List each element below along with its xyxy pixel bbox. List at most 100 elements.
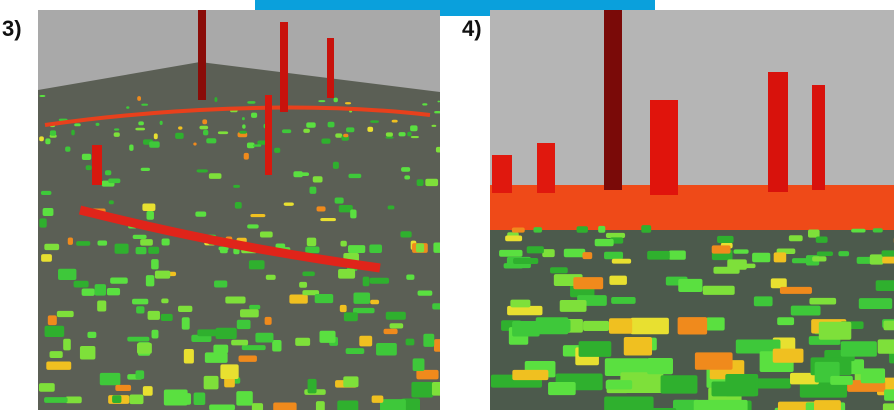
patch xyxy=(348,245,365,253)
patch xyxy=(112,395,121,403)
patch xyxy=(513,258,538,264)
patch xyxy=(160,121,163,125)
patch xyxy=(100,373,121,385)
patch xyxy=(407,132,411,137)
patch xyxy=(791,306,821,316)
patch xyxy=(225,296,245,303)
patch xyxy=(43,208,54,216)
patch xyxy=(308,379,317,394)
patch xyxy=(213,345,228,354)
panel-4-image xyxy=(490,10,894,412)
patch xyxy=(142,204,155,211)
patch xyxy=(536,317,569,334)
tower xyxy=(92,145,102,185)
figure: 3) 4) xyxy=(0,0,894,412)
patch xyxy=(96,123,100,126)
patch xyxy=(851,229,865,233)
patch xyxy=(315,294,334,303)
patch xyxy=(423,334,434,347)
panel-label: 4) xyxy=(462,16,482,41)
patch xyxy=(343,134,348,138)
patch xyxy=(434,111,441,113)
patch xyxy=(390,323,404,328)
patch xyxy=(564,249,585,258)
patch xyxy=(418,290,433,295)
patch xyxy=(694,400,748,412)
patch xyxy=(695,352,733,369)
patch xyxy=(611,297,635,304)
patch xyxy=(182,317,190,329)
patch xyxy=(512,227,525,232)
patch xyxy=(861,368,885,383)
patch xyxy=(242,124,246,128)
patch xyxy=(706,317,724,330)
patch xyxy=(197,329,217,336)
patch xyxy=(46,362,71,370)
patch xyxy=(220,364,238,379)
patch xyxy=(274,148,280,153)
patch xyxy=(193,142,196,145)
patch xyxy=(247,101,255,104)
patch xyxy=(80,346,95,359)
patch xyxy=(65,396,81,403)
patch xyxy=(231,340,248,346)
patch xyxy=(411,382,433,398)
patch xyxy=(830,376,853,385)
tower xyxy=(537,143,555,193)
panel-3-image xyxy=(38,10,452,412)
patch xyxy=(713,267,739,274)
patch xyxy=(149,141,159,147)
patch xyxy=(816,236,828,242)
patch xyxy=(202,119,207,124)
patch xyxy=(255,333,273,343)
patch xyxy=(319,331,335,343)
patch xyxy=(316,401,325,412)
patch xyxy=(129,144,133,150)
patch xyxy=(406,275,414,280)
patch xyxy=(774,252,787,262)
tower xyxy=(492,155,512,193)
patch xyxy=(237,320,251,329)
patch xyxy=(348,174,361,178)
patch xyxy=(240,309,259,317)
patch xyxy=(306,122,315,127)
patch xyxy=(41,191,52,195)
patch xyxy=(253,144,261,146)
patch xyxy=(39,95,45,97)
tower xyxy=(198,10,206,100)
patch xyxy=(346,348,365,354)
patch xyxy=(431,125,436,127)
patch xyxy=(45,138,50,144)
patch xyxy=(328,122,335,128)
patch xyxy=(205,352,228,363)
patch xyxy=(433,242,444,252)
patch xyxy=(48,315,57,325)
patch xyxy=(39,136,44,141)
patch xyxy=(115,244,129,254)
patch xyxy=(71,130,74,136)
patch xyxy=(434,339,452,352)
patch xyxy=(175,133,184,139)
patch xyxy=(712,245,731,253)
patch xyxy=(97,300,106,311)
patch xyxy=(398,132,405,136)
patch xyxy=(337,400,358,412)
patch xyxy=(282,129,291,133)
patch xyxy=(236,391,252,406)
patch xyxy=(771,278,787,288)
patch xyxy=(780,287,812,294)
patch xyxy=(703,286,735,295)
patch xyxy=(266,275,276,280)
patch xyxy=(410,125,417,131)
patch xyxy=(138,121,144,125)
patch xyxy=(582,252,592,259)
patch xyxy=(244,153,249,160)
patch xyxy=(239,131,247,134)
patch xyxy=(130,394,144,404)
patch xyxy=(284,203,294,206)
patch xyxy=(641,225,651,233)
tower xyxy=(265,95,272,175)
patch xyxy=(437,101,440,103)
patch xyxy=(386,132,393,136)
patch xyxy=(250,214,265,217)
